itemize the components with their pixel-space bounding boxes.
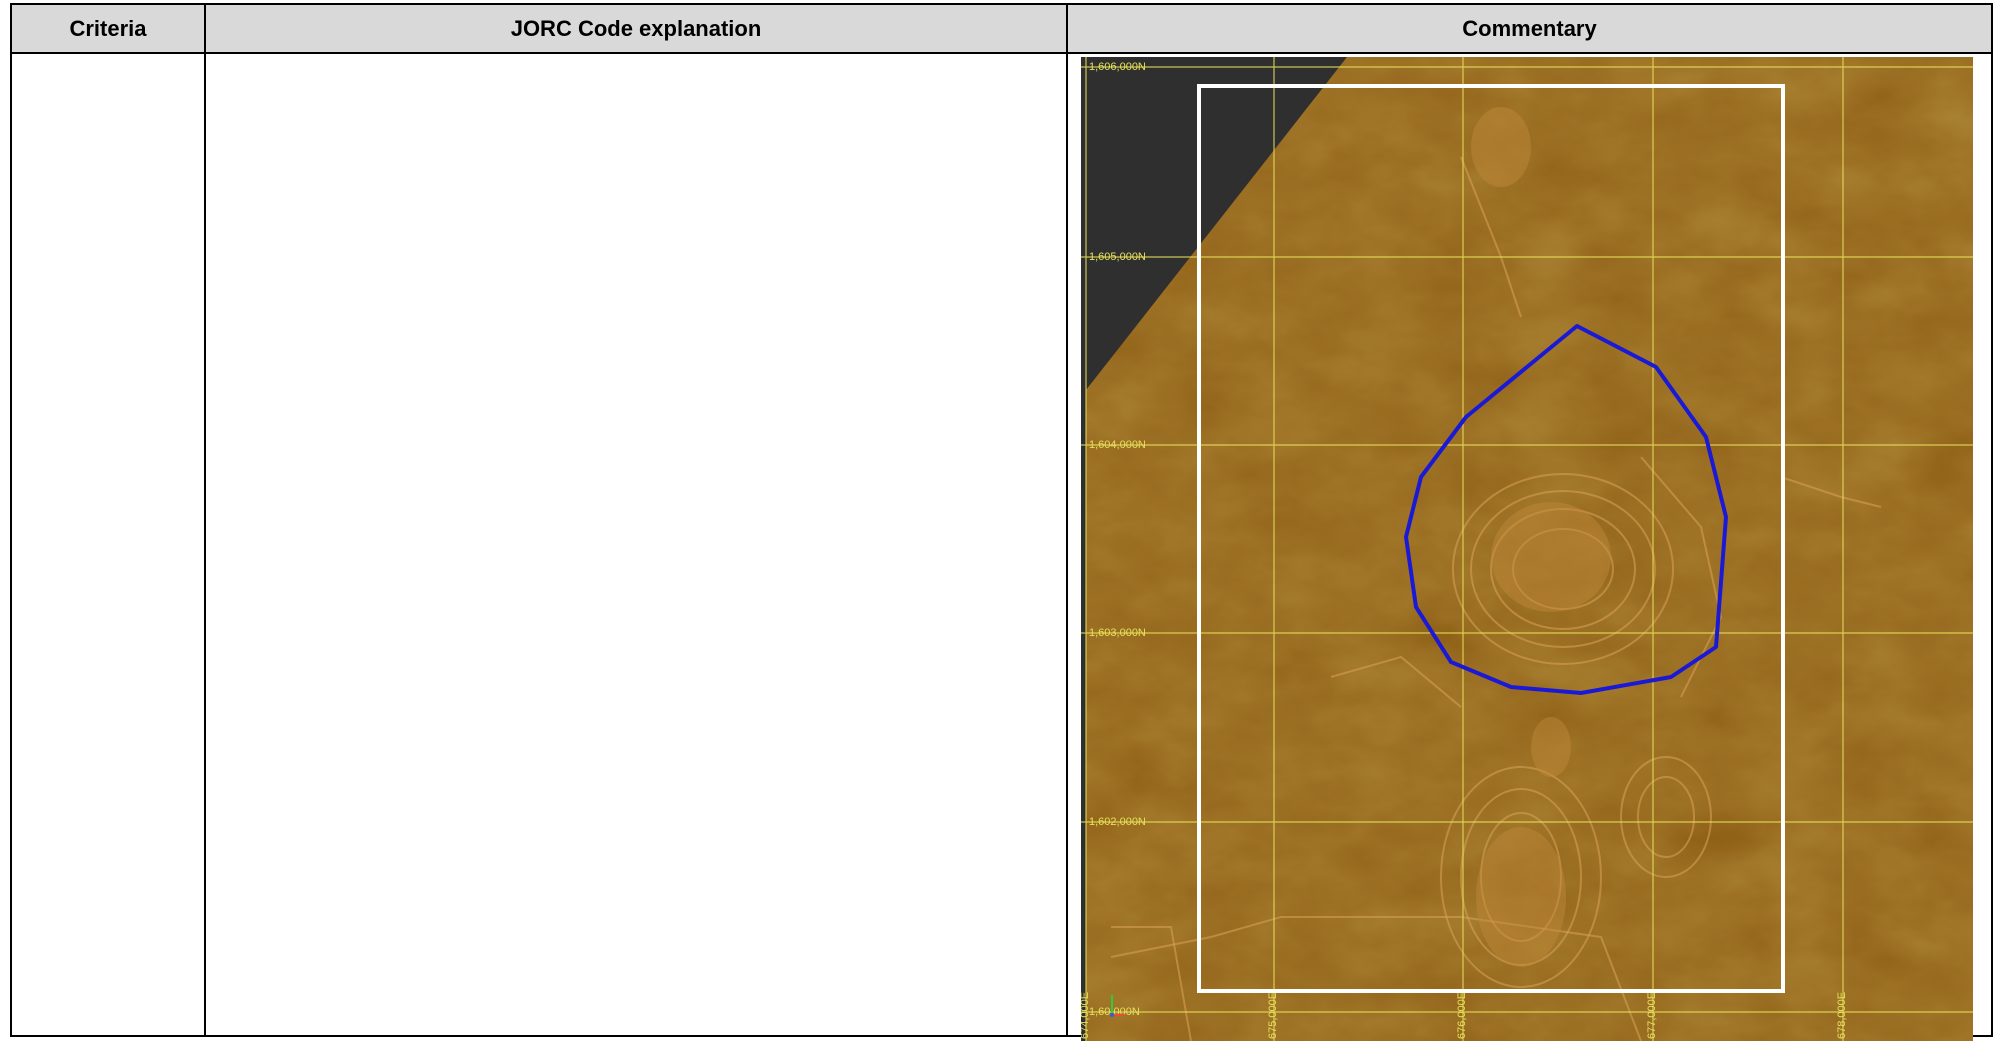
northing-label: 1,603,000N <box>1089 627 1146 639</box>
easting-label: 678,000E <box>1836 992 1848 1039</box>
table-row: 1,606,000N 1,605,000N 1,604,000N 1,603,0… <box>11 53 1992 1036</box>
easting-label: 676,000E <box>1456 992 1468 1039</box>
header-row: Criteria JORC Code explanation Commentar… <box>11 4 1992 53</box>
northing-label: 1,605,000N <box>1089 251 1146 263</box>
criteria-header: Criteria <box>11 4 205 53</box>
easting-label: 677,000E <box>1646 992 1658 1039</box>
commentary-header: Commentary <box>1067 4 1992 53</box>
map-edge-strip <box>1081 57 1086 1041</box>
northing-label: 1,60.000N <box>1089 1006 1140 1018</box>
easting-label: 675,000E <box>1267 992 1279 1039</box>
northing-label: 1,604,000N <box>1089 439 1146 451</box>
jorc-header: JORC Code explanation <box>205 4 1067 53</box>
site-map-image: 1,606,000N 1,605,000N 1,604,000N 1,603,0… <box>1081 57 1973 1041</box>
easting-label: 674,000E <box>1081 992 1091 1039</box>
commentary-cell: 1,606,000N 1,605,000N 1,604,000N 1,603,0… <box>1067 53 1992 1036</box>
jorc-cell <box>205 53 1067 1036</box>
jorc-table: Criteria JORC Code explanation Commentar… <box>10 3 1993 1037</box>
northing-label: 1,606,000N <box>1089 61 1146 73</box>
northing-label: 1,602,000N <box>1089 816 1146 828</box>
criteria-cell <box>11 53 205 1036</box>
